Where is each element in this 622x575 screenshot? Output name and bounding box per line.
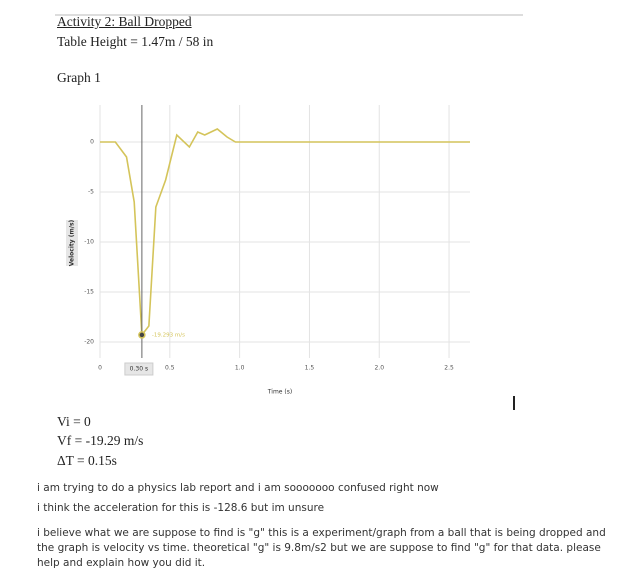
question-paragraph: i believe what we are suppose to find is… [37, 527, 606, 569]
marker [138, 331, 146, 339]
x-tick-label: 0.5 [165, 365, 175, 372]
cursor-label: 0.30 s [130, 366, 148, 373]
x-tick-label: 0 [98, 365, 102, 372]
y-axis-label: Velocity (m/s) [69, 219, 76, 266]
table-height: Table Height = 1.47m / 58 in [57, 34, 214, 49]
question-line: i think the acceleration for this is -12… [37, 502, 325, 514]
x-axis-label: Time (s) [267, 389, 292, 396]
x-tick-label: 1.5 [305, 365, 315, 372]
cursor-label-box [124, 362, 154, 376]
top-rule [55, 14, 523, 16]
x-tick-label: 2.0 [374, 365, 384, 372]
marker-label: -19.293 m/s [152, 332, 185, 338]
y-tick-label: -10 [84, 239, 94, 246]
y-tick-label: -5 [88, 189, 94, 196]
result: ΔT = 0.15s [57, 453, 117, 468]
data-line [100, 128, 470, 338]
x-tick-label: 2.5 [444, 365, 454, 372]
y-tick-label: -20 [84, 339, 94, 346]
y-tick-label: 0 [90, 139, 94, 146]
y-label-box [66, 220, 78, 266]
text-cursor [513, 396, 515, 410]
result: Vf = -19.29 m/s [57, 433, 144, 448]
y-tick-label: -15 [84, 289, 94, 296]
activity-title: Activity 2: Ball Dropped [57, 14, 192, 29]
graph-title: Graph 1 [57, 70, 101, 85]
result: Vi = 0 [57, 414, 91, 429]
question-line: i am trying to do a physics lab report a… [37, 482, 439, 494]
x-tick-label: 1.0 [235, 365, 245, 372]
